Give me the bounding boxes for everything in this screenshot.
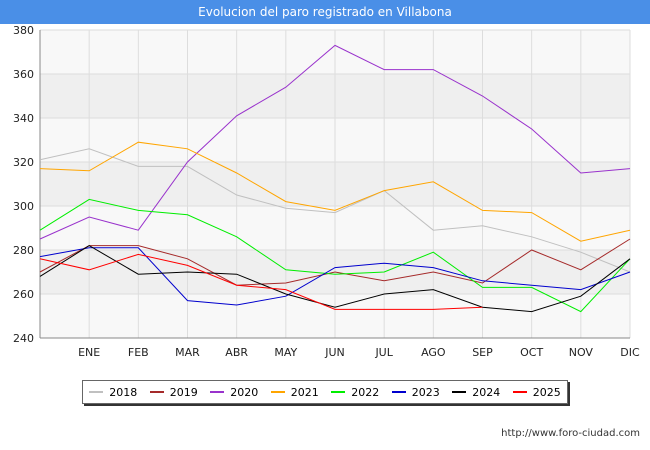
y-tick-label: 340	[13, 112, 34, 125]
chart-title: Evolucion del paro registrado en Villabo…	[0, 0, 650, 24]
x-tick-label: SEP	[472, 346, 493, 359]
x-tick-label: MAR	[175, 346, 200, 359]
x-tick-label: FEB	[128, 346, 149, 359]
legend-label: 2019	[169, 385, 198, 399]
series-line-2024	[39, 245, 631, 313]
legend-swatch	[391, 391, 406, 393]
legend-item-2020: 2020	[210, 386, 258, 399]
legend-swatch	[512, 391, 527, 393]
series-line-2020	[39, 44, 631, 240]
legend-swatch	[331, 391, 346, 393]
x-tick-label: NOV	[569, 346, 594, 359]
legend-label: 2025	[532, 385, 561, 399]
y-tick-label: 320	[13, 156, 34, 169]
legend-item-2023: 2023	[391, 385, 440, 399]
x-tick-label: JUN	[324, 346, 345, 359]
series-line-2022	[39, 198, 631, 313]
legend-swatch	[270, 391, 285, 393]
legend-label: 2021	[290, 385, 319, 399]
legend-item-2021: 2021	[270, 385, 319, 399]
legend-label: 2022	[351, 385, 380, 399]
legend-item-2022: 2022	[331, 386, 379, 399]
y-tick-label: 240	[13, 332, 34, 345]
x-tick-label: AGO	[421, 346, 446, 359]
legend-item-2024: 2024	[452, 386, 500, 399]
legend-item-2018: 2018	[89, 386, 137, 399]
series-line-2023	[39, 247, 631, 306]
x-tick-label: ABR	[225, 346, 248, 359]
x-tick-label: ENE	[78, 346, 100, 359]
legend-item-2019: 2019	[149, 385, 198, 399]
legend-swatch	[149, 391, 164, 393]
series-line-2018	[39, 148, 631, 273]
y-tick-label: 280	[13, 244, 34, 257]
legend-label: 2018	[109, 385, 138, 399]
chart-legend: 2018 2019 2020 2021 2022 2023 2024 2025	[82, 380, 568, 404]
x-tick-label: OCT	[520, 346, 543, 359]
x-tick-label: MAY	[274, 346, 297, 359]
source-credit: http://www.foro-ciudad.com	[501, 428, 640, 439]
legend-swatch	[210, 391, 225, 393]
y-tick-label: 300	[13, 200, 34, 213]
y-tick-label: 380	[13, 24, 34, 37]
x-tick-label: JUL	[374, 346, 393, 359]
series-line-2019	[39, 238, 631, 286]
legend-item-2025: 2025	[512, 385, 561, 399]
legend-label: 2024	[472, 385, 501, 399]
y-tick-label: 360	[13, 68, 34, 81]
legend-swatch	[89, 391, 104, 393]
legend-swatch	[452, 391, 467, 393]
series-line-2021	[39, 141, 631, 242]
legend-label: 2020	[230, 385, 259, 399]
line-chart: 240 260 280 300 320 340 360 380 ENE FEB MAR ABR MAY J…	[13, 24, 640, 359]
x-tick-label: DIC	[620, 346, 640, 359]
legend-label: 2023	[411, 385, 440, 399]
y-tick-label: 260	[13, 288, 34, 301]
series-line-2025	[39, 253, 483, 310]
